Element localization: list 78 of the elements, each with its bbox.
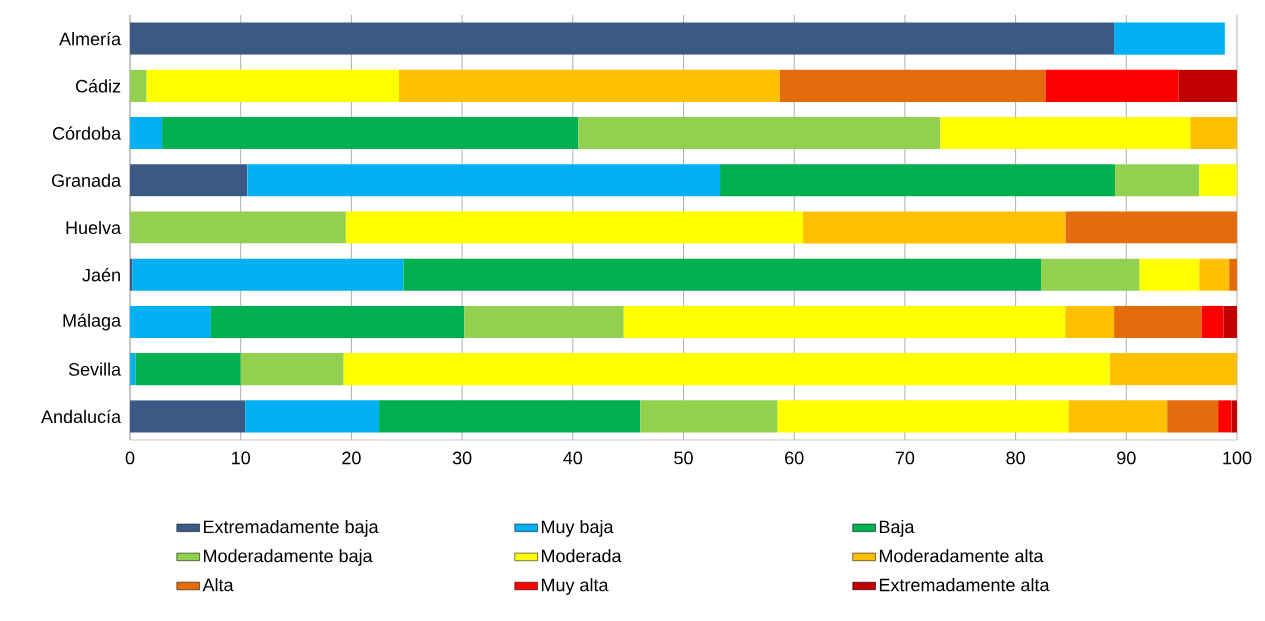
y-tick-label: Andalucía (41, 409, 122, 424)
bar (240, 353, 344, 386)
bar (1109, 353, 1237, 386)
bar (803, 211, 1066, 244)
bar (130, 211, 346, 244)
bar (399, 69, 780, 102)
bar (130, 164, 248, 197)
legend-label: Muy baja (541, 519, 614, 537)
bar (1139, 258, 1200, 291)
bar (1199, 258, 1230, 291)
y-tick-label: Málaga (63, 313, 122, 331)
bar (1201, 305, 1224, 338)
legend-label: Baja (879, 519, 915, 537)
bar (135, 353, 241, 386)
legend-label: Moderadamente baja (204, 549, 373, 566)
x-tick-label: 30 (452, 451, 472, 465)
bar (1045, 69, 1179, 102)
bar (130, 117, 163, 150)
bar (1065, 211, 1237, 244)
x-tick-label: 50 (674, 451, 693, 465)
bar (1167, 400, 1219, 433)
x-tick-label: 80 (1006, 451, 1025, 465)
legend-label: Alta (202, 578, 234, 592)
bar (1041, 258, 1140, 291)
bar (1199, 164, 1237, 197)
bar (720, 164, 1116, 197)
x-tick-label: 20 (342, 451, 361, 465)
x-tick-label: 0 (125, 451, 135, 465)
y-tick-label: Granada (51, 173, 122, 187)
x-tick-label: 70 (895, 451, 915, 465)
x-tick-label: 10 (232, 451, 251, 465)
bar (379, 400, 641, 433)
legend-label: Moderadamente alta (879, 549, 1044, 563)
bar (343, 353, 1110, 386)
x-tick-label: 90 (1117, 451, 1136, 465)
bar (1114, 305, 1202, 338)
bar (130, 22, 1115, 55)
bar (779, 69, 1046, 102)
bar (578, 117, 941, 150)
bar (777, 400, 1069, 433)
legend-label: Extremadamente alta (879, 578, 1050, 592)
bar (146, 69, 400, 102)
bar (130, 353, 136, 386)
bar (210, 305, 465, 338)
bar (1229, 258, 1237, 291)
x-tick-label: 100 (1223, 451, 1252, 465)
bar (623, 305, 1066, 338)
bar (1114, 22, 1225, 55)
bar (1218, 400, 1232, 433)
bar (162, 117, 579, 150)
x-tick-label: 40 (563, 451, 583, 465)
y-tick-label: Cádiz (75, 79, 121, 93)
bar (1068, 400, 1168, 433)
bar (1115, 164, 1200, 197)
bar (130, 400, 246, 433)
bar (940, 117, 1191, 150)
bar (345, 211, 804, 244)
legend-label: Extremadamente baja (204, 519, 379, 537)
bar (464, 305, 624, 338)
x-tick-label: 60 (785, 451, 804, 465)
y-tick-label: Sevilla (68, 362, 122, 376)
bar (130, 69, 147, 102)
bar (130, 305, 211, 338)
y-tick-label: Córdoba (52, 126, 122, 140)
legend-label: Moderada (541, 549, 622, 563)
y-tick-label: Almería (59, 31, 122, 46)
bar (245, 400, 380, 433)
y-tick-label: Jaén (82, 268, 120, 282)
bar (1223, 305, 1237, 338)
bar (1178, 69, 1237, 102)
bar (1190, 117, 1237, 150)
y-tick-label: Huelva (66, 220, 122, 235)
legend-label: Muy alta (541, 578, 609, 595)
bar (640, 400, 778, 433)
bar (403, 258, 1042, 291)
bar (132, 258, 404, 291)
bar (247, 164, 721, 197)
bar (1065, 305, 1115, 338)
